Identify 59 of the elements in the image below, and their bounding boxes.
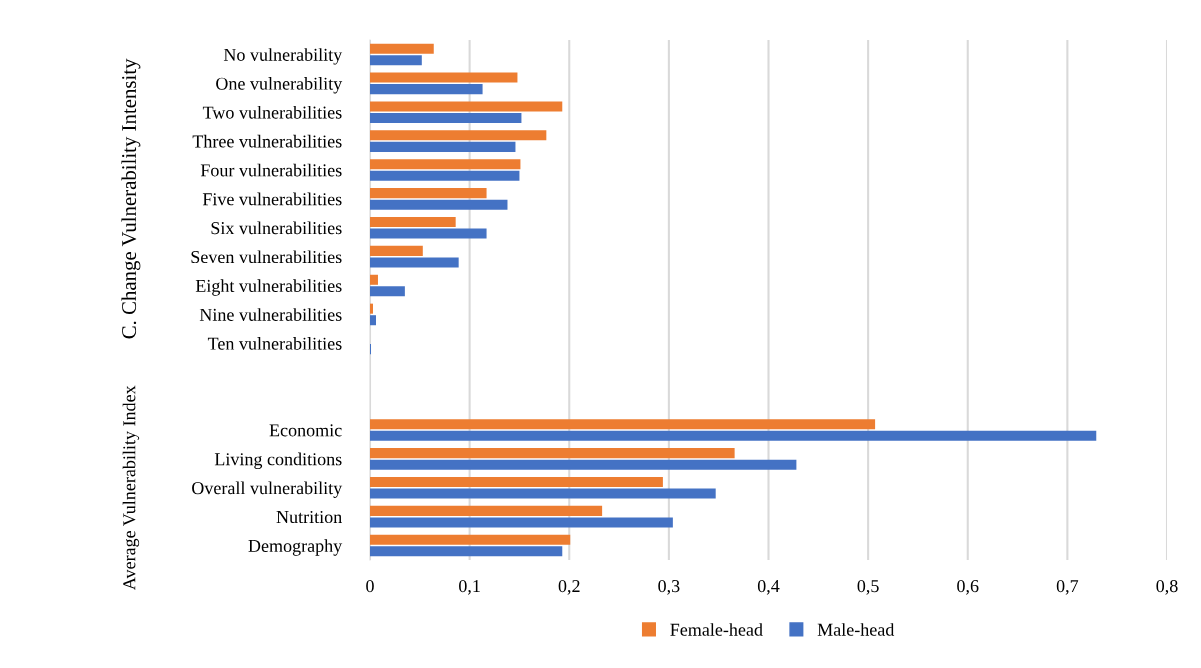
x-tick-label: 0,4 — [757, 579, 780, 595]
bar — [370, 84, 483, 95]
bar — [370, 546, 563, 557]
y-tick-label: Six vulnerabilities — [211, 221, 342, 235]
bar — [370, 517, 673, 528]
y-tick-label: Economic — [269, 424, 342, 437]
legend-label: Female-head — [670, 623, 763, 636]
bar — [370, 170, 520, 181]
y-tick-label: No vulnerability — [223, 48, 343, 65]
bar — [370, 315, 376, 326]
bar — [370, 448, 735, 459]
y-tick-label: Living conditions — [214, 452, 342, 470]
y-tick-label: Three vulnerabilities — [192, 134, 342, 148]
bar — [370, 159, 521, 170]
x-tick-label: 0,3 — [658, 579, 680, 595]
bar — [370, 459, 797, 470]
y-tick-label: One vulnerability — [216, 77, 343, 94]
text: C. Change Vulnerability Intensity — [121, 58, 141, 339]
bar — [370, 55, 422, 66]
x-tick-label: 0,2 — [558, 579, 580, 595]
text: Average Vulnerability Index — [122, 385, 140, 591]
y-tick-label: Demography — [248, 539, 343, 556]
bar — [370, 505, 603, 516]
bar — [370, 101, 563, 112]
y-tick-label: Nutrition — [276, 510, 342, 524]
legend-label: Male-head — [817, 623, 895, 636]
bar — [370, 274, 378, 285]
bar — [370, 130, 547, 141]
x-tick-label: 0,8 — [1156, 579, 1178, 595]
x-tick-label: 0,1 — [459, 579, 480, 595]
bar — [370, 245, 423, 256]
bar — [370, 476, 663, 488]
bar — [370, 72, 518, 83]
x-tick-label: 0,5 — [857, 579, 879, 595]
bar — [370, 141, 516, 152]
y-tick-label: Nine vulnerabilities — [199, 308, 342, 321]
y-tick-label: Ten vulnerabilities — [207, 337, 342, 350]
bar — [370, 534, 571, 545]
bar — [370, 430, 1097, 441]
x-tick-label: 0 — [366, 579, 374, 593]
y-tick-label: Eight vulnerabilities — [195, 279, 342, 296]
bar — [370, 188, 487, 199]
bar — [370, 112, 522, 124]
x-tick-label: 0,7 — [1056, 579, 1079, 595]
bar — [370, 303, 373, 314]
bar — [370, 286, 405, 297]
y-tick-label: Two vulnerabilities — [202, 105, 342, 119]
bar — [370, 228, 487, 239]
y-tick-label: Five vulnerabilities — [202, 192, 342, 206]
x-tick-label: 0,6 — [957, 579, 979, 595]
bar — [370, 488, 716, 499]
bar — [370, 43, 434, 54]
y-tick-label: Seven vulnerabilities — [191, 250, 342, 264]
bar — [370, 419, 876, 430]
bar — [370, 257, 459, 268]
y-tick-label: Four vulnerabilities — [200, 163, 342, 177]
bar — [370, 216, 456, 228]
y-tick-label: Overall vulnerability — [192, 481, 343, 498]
bar — [370, 199, 508, 210]
